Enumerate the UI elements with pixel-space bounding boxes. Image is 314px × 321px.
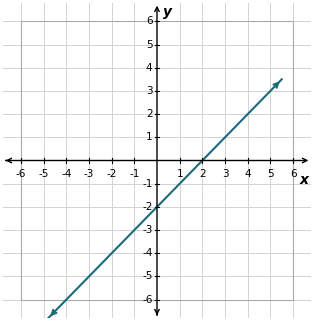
Text: -2: -2 — [106, 169, 117, 178]
Text: -6: -6 — [16, 169, 26, 178]
Text: 3: 3 — [146, 86, 153, 96]
Text: -2: -2 — [142, 202, 153, 212]
Text: -3: -3 — [84, 169, 94, 178]
Text: -5: -5 — [38, 169, 49, 178]
Text: 1: 1 — [176, 169, 183, 178]
Text: 2: 2 — [146, 109, 153, 119]
Text: 6: 6 — [146, 16, 153, 26]
Text: 1: 1 — [146, 132, 153, 142]
Text: 4: 4 — [146, 63, 153, 73]
Text: -4: -4 — [61, 169, 72, 178]
Text: 5: 5 — [146, 39, 153, 49]
Text: -3: -3 — [142, 225, 153, 235]
Text: 4: 4 — [244, 169, 251, 178]
Text: 5: 5 — [267, 169, 274, 178]
Text: -6: -6 — [142, 295, 153, 305]
Text: x: x — [300, 173, 309, 187]
Text: 3: 3 — [222, 169, 228, 178]
Text: 2: 2 — [199, 169, 206, 178]
Text: -5: -5 — [142, 272, 153, 282]
Text: 6: 6 — [290, 169, 296, 178]
Text: -1: -1 — [142, 179, 153, 189]
Text: -4: -4 — [142, 248, 153, 258]
Text: y: y — [163, 5, 172, 19]
Text: -1: -1 — [129, 169, 139, 178]
